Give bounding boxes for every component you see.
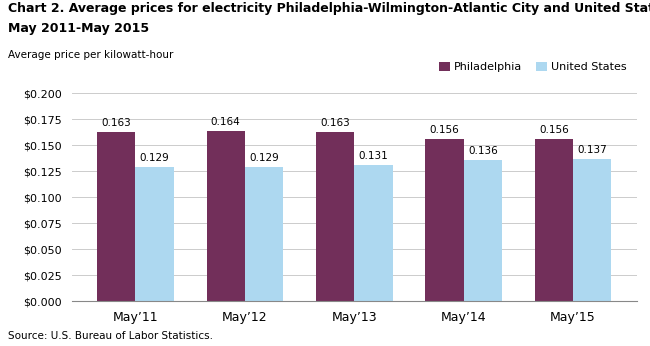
Bar xyxy=(207,131,245,301)
Bar xyxy=(354,165,393,301)
Text: 0.137: 0.137 xyxy=(577,145,607,155)
Bar xyxy=(98,132,135,301)
Text: May 2011-May 2015: May 2011-May 2015 xyxy=(8,22,150,36)
Bar xyxy=(573,159,611,301)
Text: 0.156: 0.156 xyxy=(539,126,569,136)
Text: 0.163: 0.163 xyxy=(101,118,131,128)
Text: 0.136: 0.136 xyxy=(468,146,498,156)
Legend: Philadelphia, United States: Philadelphia, United States xyxy=(434,57,631,77)
Bar xyxy=(135,167,174,301)
Text: 0.129: 0.129 xyxy=(140,154,170,164)
Text: Source: U.S. Bureau of Labor Statistics.: Source: U.S. Bureau of Labor Statistics. xyxy=(8,331,213,341)
Text: 0.163: 0.163 xyxy=(320,118,350,128)
Text: 0.156: 0.156 xyxy=(430,126,460,136)
Text: 0.164: 0.164 xyxy=(211,117,240,127)
Bar xyxy=(535,139,573,301)
Bar xyxy=(463,160,502,301)
Text: Chart 2. Average prices for electricity Philadelphia-Wilmington-Atlantic City an: Chart 2. Average prices for electricity … xyxy=(8,2,650,15)
Bar xyxy=(425,139,463,301)
Text: 0.131: 0.131 xyxy=(359,152,388,161)
Bar xyxy=(316,132,354,301)
Bar xyxy=(245,167,283,301)
Text: 0.129: 0.129 xyxy=(249,154,279,164)
Text: Average price per kilowatt-hour: Average price per kilowatt-hour xyxy=(8,50,174,60)
